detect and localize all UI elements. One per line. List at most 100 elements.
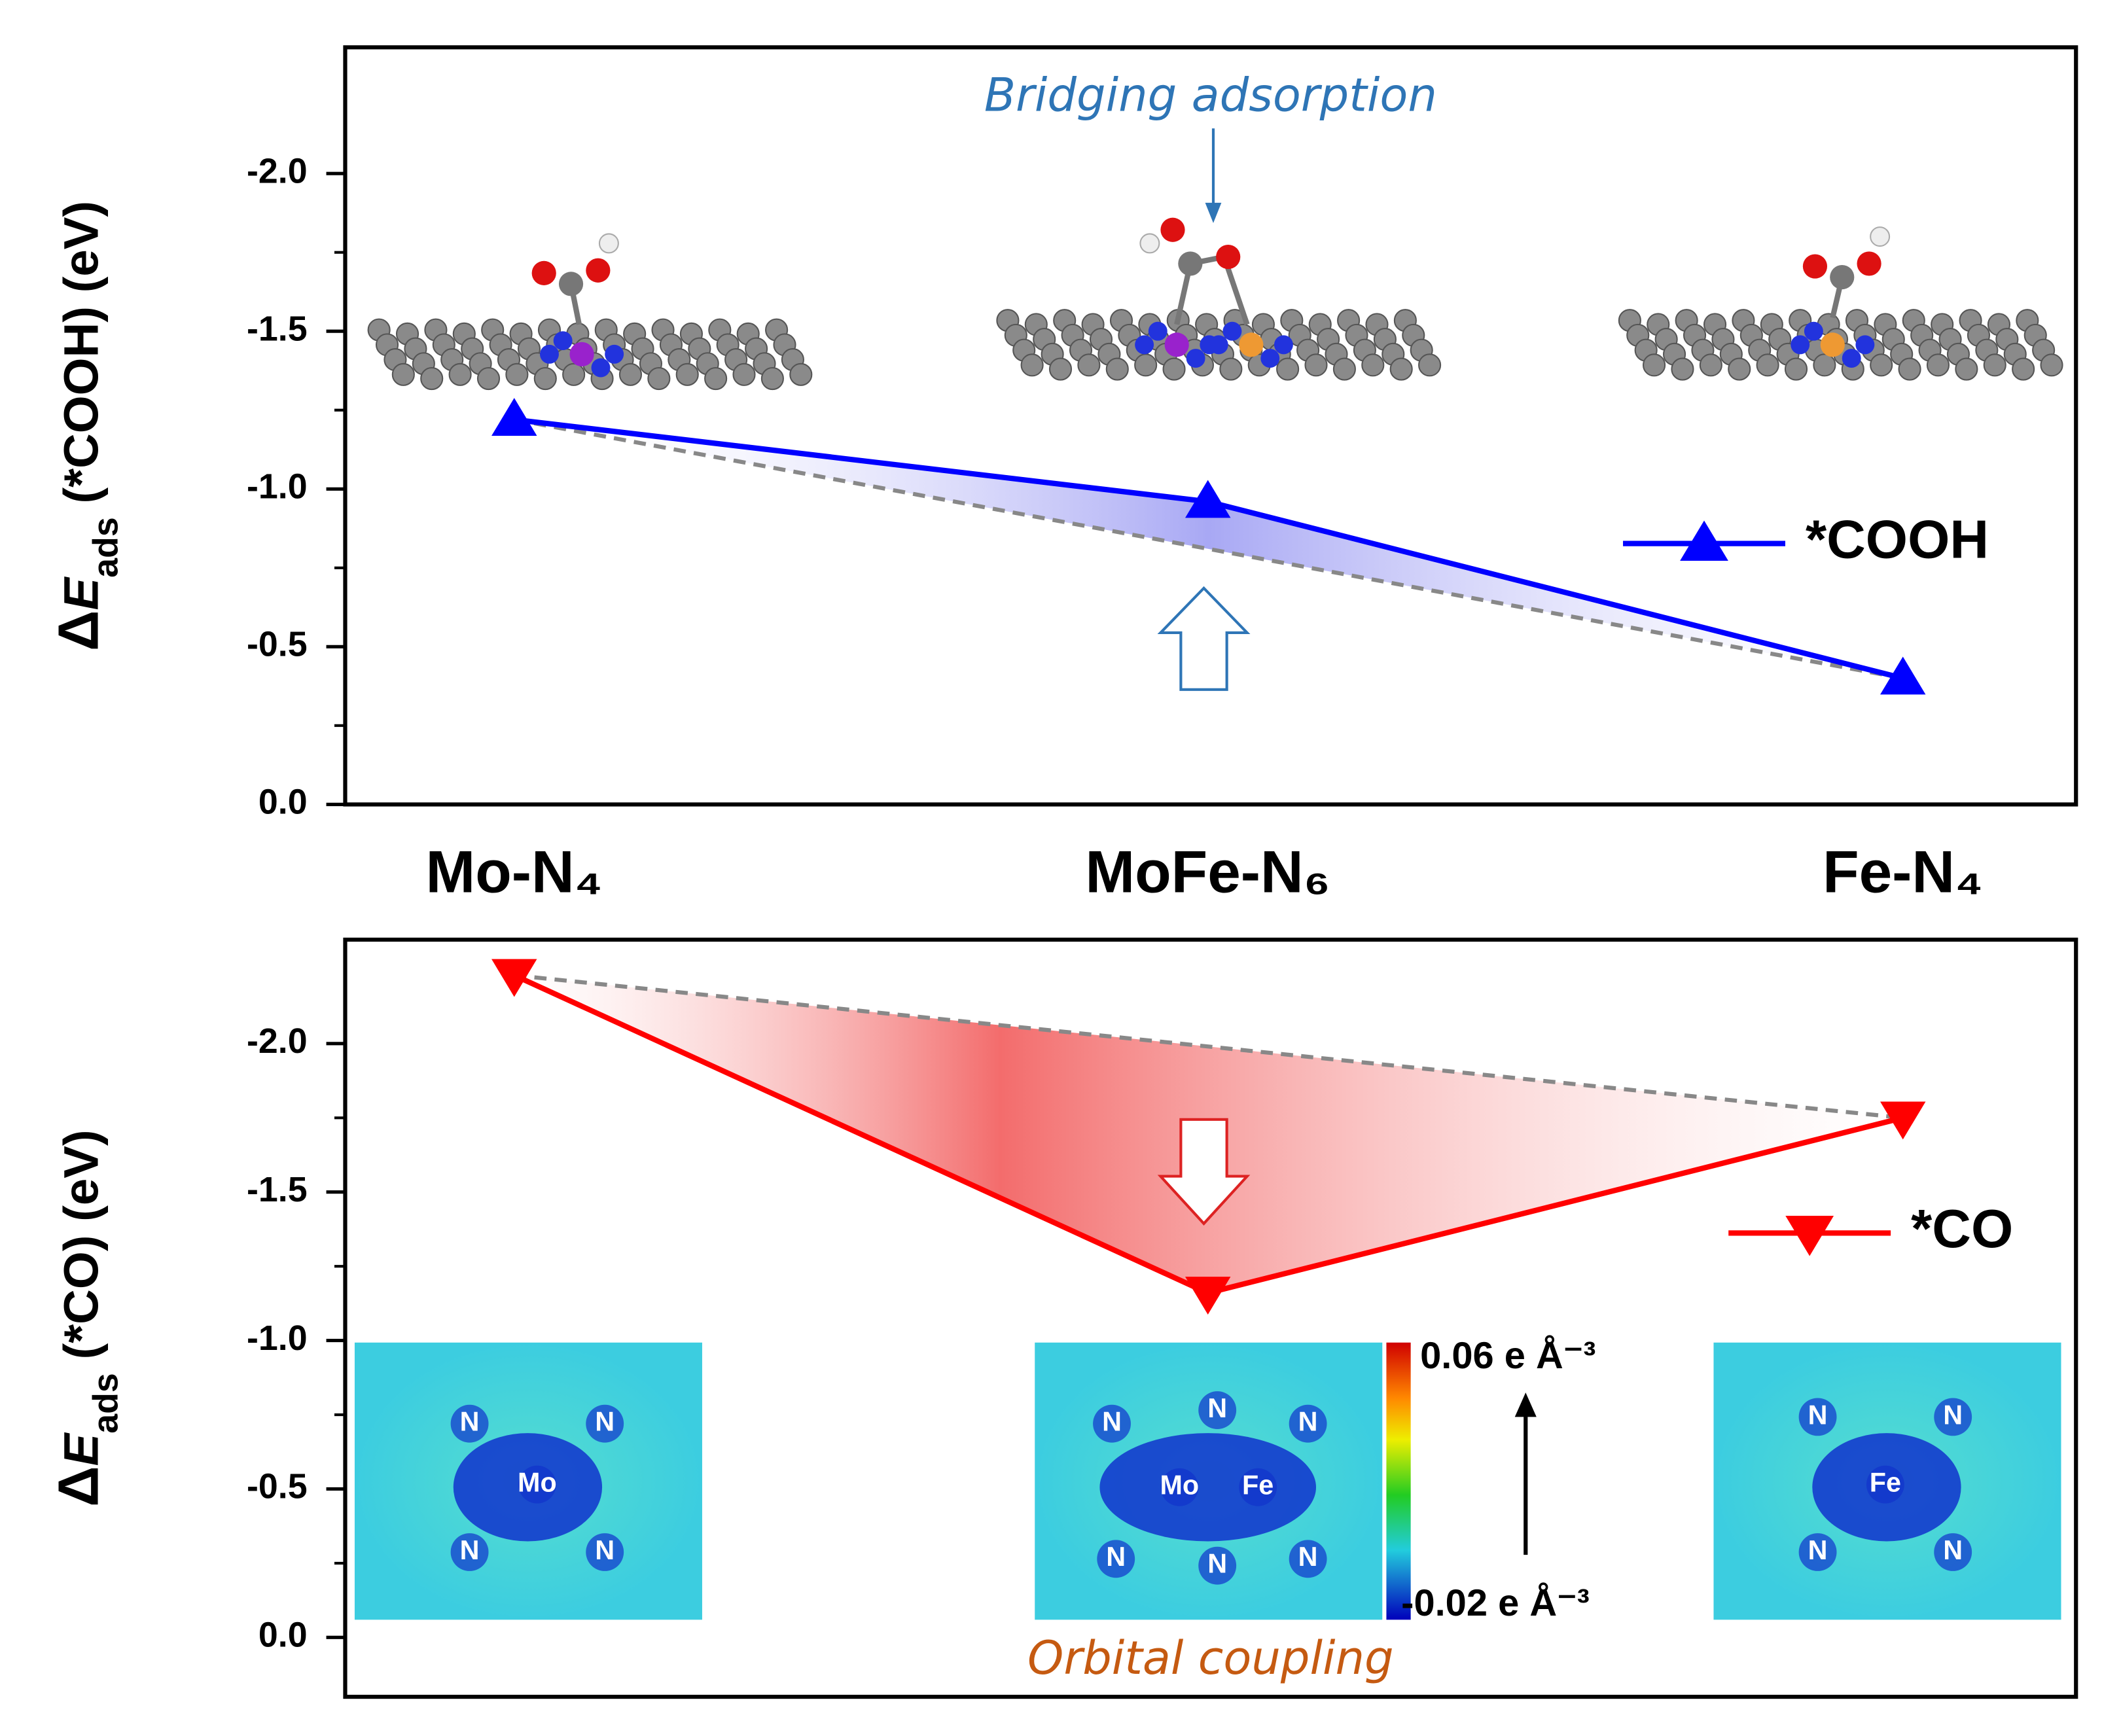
shaded-region xyxy=(514,419,1903,679)
atom xyxy=(1855,335,1875,355)
atom xyxy=(1804,321,1823,341)
atom xyxy=(540,344,559,364)
atom xyxy=(1756,353,1779,377)
legend-label: *COOH xyxy=(1806,508,1989,569)
atom xyxy=(1219,357,1243,381)
atom xyxy=(1699,353,1722,377)
atom xyxy=(1160,217,1185,242)
x-tick-label: MoFe-N₆ xyxy=(1085,840,1330,906)
atom xyxy=(558,272,584,296)
atom xyxy=(732,363,756,386)
atom xyxy=(647,366,671,391)
map-feature xyxy=(1289,1404,1327,1443)
atom xyxy=(391,363,415,386)
map-label: Mo xyxy=(518,1468,557,1498)
map-feature xyxy=(450,1533,489,1571)
atom xyxy=(1186,349,1205,368)
map-label: N xyxy=(1808,1400,1828,1430)
map-feature xyxy=(1198,1546,1237,1585)
molecule-model xyxy=(996,309,1442,381)
atom xyxy=(1898,357,1921,381)
x-tick-label: Fe-N₄ xyxy=(1823,840,1983,906)
atom xyxy=(1842,349,1861,368)
atom xyxy=(1983,353,2006,377)
map-feature xyxy=(1798,1533,1837,1571)
atom xyxy=(1077,353,1101,377)
atom xyxy=(605,344,624,364)
map-label: N xyxy=(460,1535,480,1565)
y-tick-label: -2.0 xyxy=(247,1021,308,1061)
atom xyxy=(1276,357,1300,381)
data-point xyxy=(1880,656,1926,695)
arrow-head xyxy=(1514,1392,1537,1417)
atom xyxy=(569,342,594,366)
atom xyxy=(2012,357,2035,381)
charge-density-map: N N Mo N N xyxy=(354,1342,702,1620)
map-label: N xyxy=(1207,1549,1227,1579)
annotation: Bridging adsorption xyxy=(984,68,1437,122)
atom xyxy=(1148,321,1167,341)
atom xyxy=(1728,357,1751,381)
map-feature xyxy=(450,1404,489,1443)
atom xyxy=(1105,357,1129,381)
data-point xyxy=(1185,1277,1231,1315)
y-tick-label: 0.0 xyxy=(258,1616,308,1655)
map-feature xyxy=(586,1533,624,1571)
colorbar xyxy=(1386,1342,1411,1620)
atom xyxy=(1134,353,1158,377)
atom xyxy=(1389,357,1413,381)
atom xyxy=(789,363,813,386)
map-label: Mo xyxy=(1160,1470,1199,1500)
molecule-model xyxy=(367,318,813,391)
map-feature xyxy=(518,1465,556,1504)
atom xyxy=(1802,254,1828,279)
y-tick-label: -1.5 xyxy=(247,1170,308,1209)
map-label: Fe xyxy=(1870,1468,1901,1498)
y-axis-label: ΔEads (*COOH) (eV) xyxy=(46,201,125,651)
atom xyxy=(1209,335,1228,355)
map-feature xyxy=(1289,1540,1327,1578)
map-feature xyxy=(1239,1468,1277,1506)
atom xyxy=(1020,353,1044,377)
map-feature xyxy=(1798,1398,1837,1436)
atom xyxy=(618,363,643,386)
atom xyxy=(1857,251,1881,276)
map-feature xyxy=(1198,1391,1237,1429)
atom xyxy=(1274,335,1293,355)
y-axis-label-part: Δ xyxy=(46,1466,110,1506)
map-label: N xyxy=(1298,1407,1318,1437)
map-label: N xyxy=(1808,1535,1828,1565)
data-point xyxy=(1880,1101,1926,1140)
map-feature xyxy=(1099,1433,1317,1542)
map-label: N xyxy=(1102,1407,1122,1437)
charge-density-map: N N N Mo Fe N N N xyxy=(1035,1342,1383,1620)
atom xyxy=(1164,332,1189,357)
atom xyxy=(760,366,784,391)
bond xyxy=(1174,253,1250,326)
atom xyxy=(1216,244,1241,270)
atom xyxy=(1361,353,1385,377)
atom xyxy=(1830,264,1855,290)
hollow-arrow xyxy=(1157,586,1251,691)
y-axis-label-part: ads xyxy=(86,517,125,578)
y-axis-label-part: E xyxy=(54,1432,108,1466)
atom xyxy=(1418,353,1442,377)
atom xyxy=(562,363,586,386)
map-label: N xyxy=(1207,1393,1227,1423)
atom xyxy=(1791,335,1810,355)
map-label: N xyxy=(1106,1542,1126,1572)
y-tick-label: -0.5 xyxy=(247,625,308,664)
molecule-model xyxy=(1802,226,1891,319)
atom xyxy=(553,331,573,351)
atom xyxy=(598,233,619,254)
colorbar-label: 0.06 e Å⁻³ xyxy=(1420,1335,1595,1377)
x-tick-label: Mo-N₄ xyxy=(426,840,603,906)
atom xyxy=(586,258,611,283)
atom xyxy=(1926,353,1950,377)
map-feature xyxy=(1866,1465,1904,1504)
data-point xyxy=(491,959,537,997)
atom xyxy=(448,363,472,386)
map-label: N xyxy=(1943,1400,1963,1430)
atom xyxy=(531,260,556,285)
